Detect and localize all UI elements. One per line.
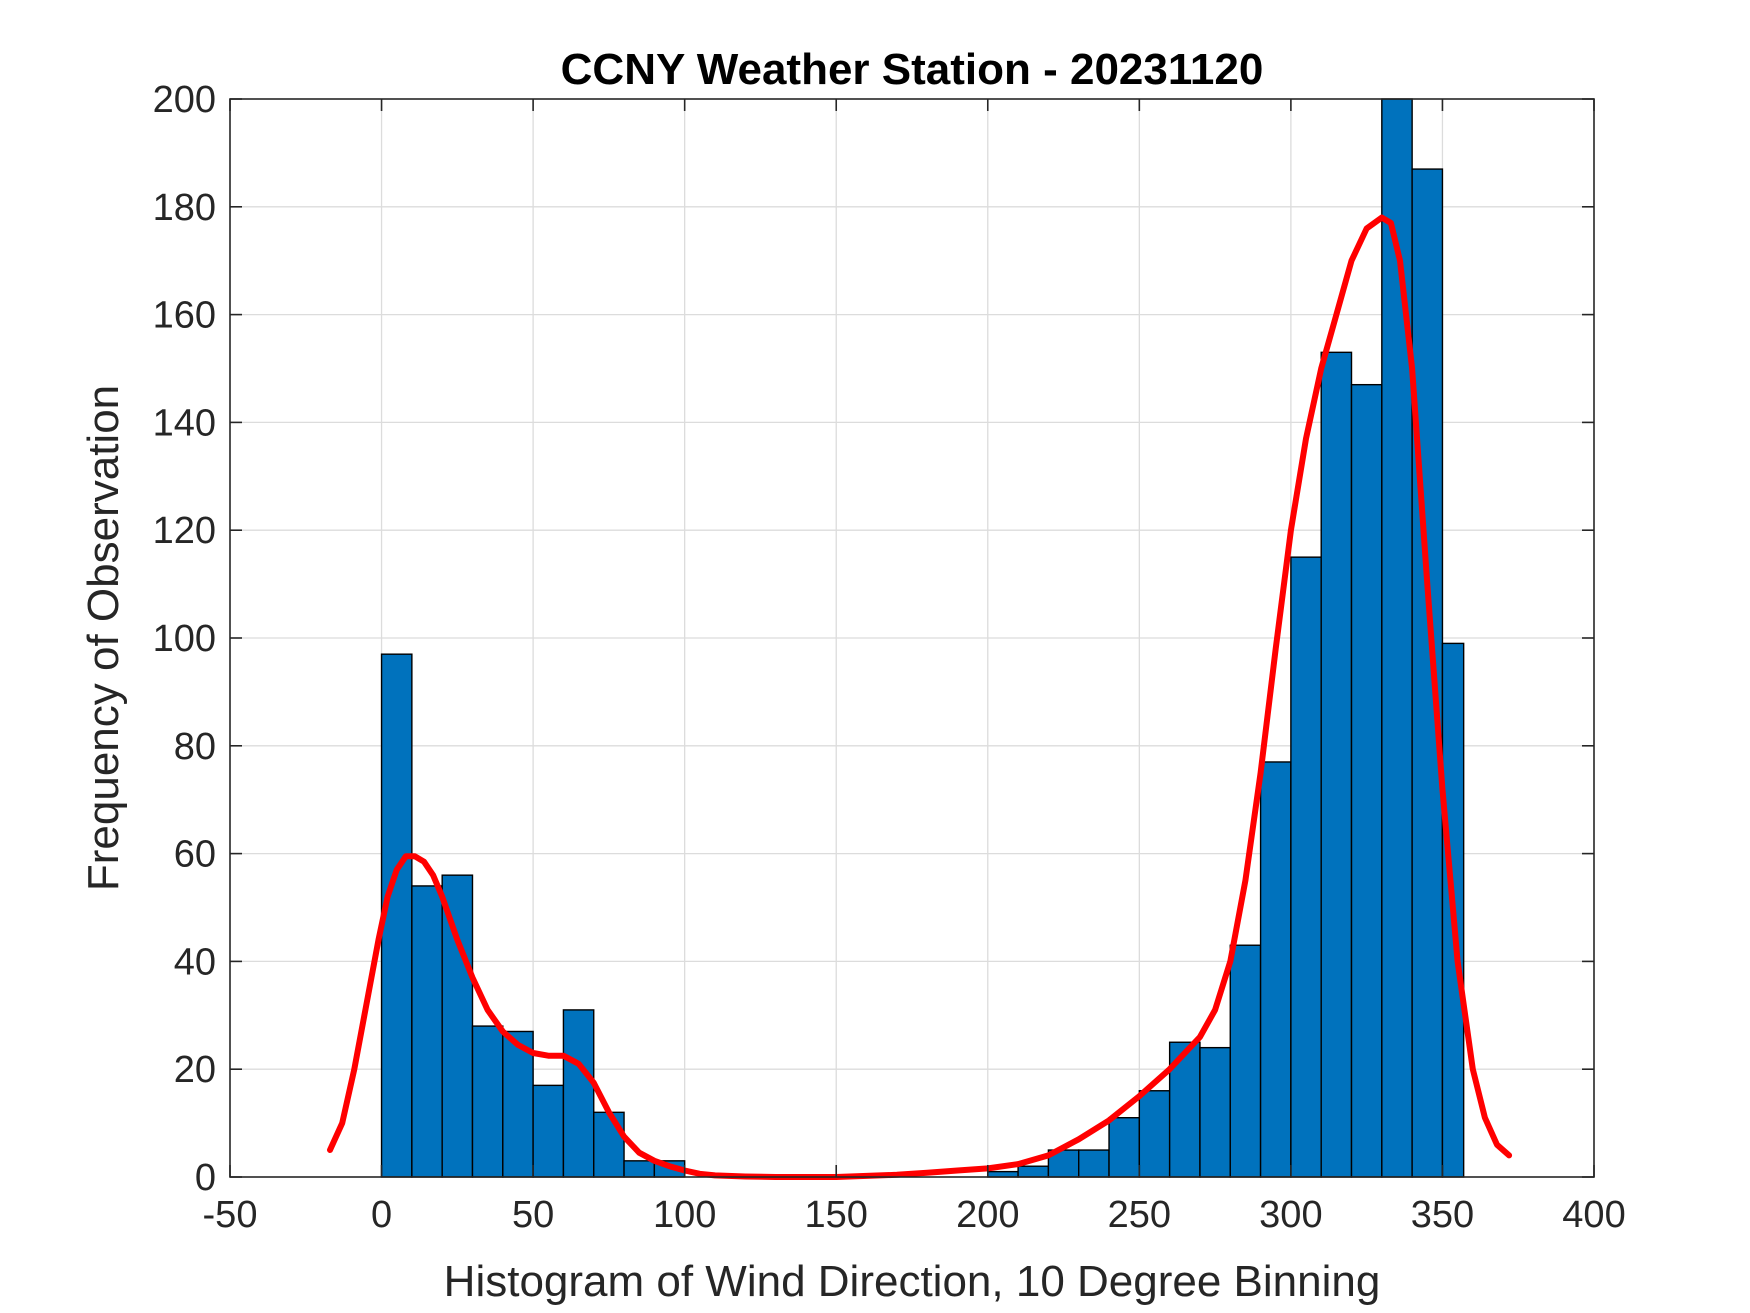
histogram-bar [623,1160,656,1178]
histogram-bar [1381,98,1413,1178]
y-tick-label: 120 [153,510,216,552]
x-tick-label: -50 [203,1194,258,1236]
histogram-bar [1229,944,1262,1178]
histogram-bar [1199,1046,1231,1178]
y-tick-label: 200 [153,79,216,121]
x-tick-label: 150 [805,1194,868,1236]
x-tick-label: 50 [512,1194,554,1236]
histogram-bar [987,1170,1019,1178]
y-tick-labels: 0 20 40 60 80 100 120 140 160 180 200 [153,79,216,1199]
histogram-bar [1411,168,1444,1178]
histogram-bar [532,1084,565,1178]
histogram-bar [593,1111,625,1178]
x-axis-label: Histogram of Wind Direction, 10 Degree B… [444,1257,1381,1306]
histogram-bar [1108,1117,1141,1178]
x-tick-label: 0 [371,1194,392,1236]
histogram-bar [1259,761,1292,1178]
histogram-bar [1017,1165,1050,1178]
x-tick-label: 400 [1562,1194,1625,1236]
y-tick-label: 100 [153,618,216,660]
histogram-bar [1290,556,1322,1178]
y-tick-label: 0 [195,1157,216,1199]
x-tick-label: 300 [1259,1194,1322,1236]
y-axis-label: Frequency of Observation [79,385,128,891]
y-tick-label: 160 [153,295,216,337]
histogram-bar [441,874,474,1178]
y-tick-label: 40 [174,941,216,983]
x-tick-label: 100 [653,1194,716,1236]
y-tick-label: 80 [174,726,216,768]
y-tick-label: 20 [174,1049,216,1091]
chart-title: CCNY Weather Station - 20231120 [561,45,1264,94]
x-tick-label: 250 [1108,1194,1171,1236]
x-tick-labels: -50 0 50 100 150 200 250 300 350 400 [203,1194,1626,1236]
histogram-bar [1078,1149,1110,1178]
histogram-bar [562,1009,595,1178]
histogram-bar [471,1025,504,1178]
y-tick-label: 60 [174,834,216,876]
axes-box [229,98,1595,1178]
histogram-bar [1320,351,1353,1178]
histogram-bar [1350,383,1383,1178]
y-tick-label: 140 [153,402,216,444]
y-tick-label: 180 [153,187,216,229]
x-tick-label: 350 [1411,1194,1474,1236]
histogram-bar [1138,1090,1171,1178]
x-tick-label: 200 [956,1194,1019,1236]
histogram-bar [411,885,443,1178]
